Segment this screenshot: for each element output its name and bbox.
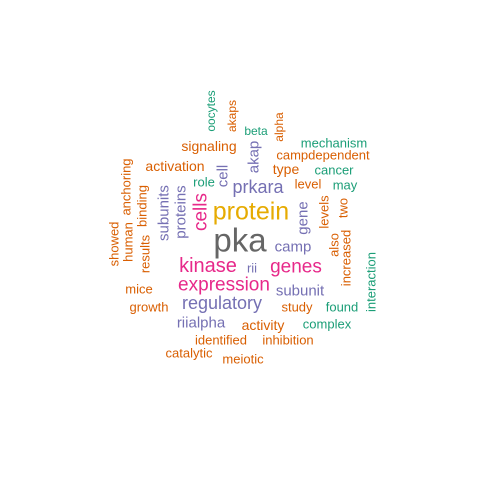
- word-interaction: interaction: [363, 252, 379, 312]
- word-mice: mice: [125, 281, 153, 297]
- word-anchoring: anchoring: [118, 158, 134, 216]
- word-oocytes: oocytes: [204, 90, 218, 132]
- word-regulatory: regulatory: [181, 293, 263, 313]
- word-found: found: [325, 299, 359, 315]
- word-two: two: [335, 197, 351, 219]
- word-beta: beta: [244, 124, 268, 138]
- word-complex: complex: [302, 316, 352, 332]
- word-pka: pka: [213, 221, 267, 259]
- word-catalytic: catalytic: [165, 345, 213, 361]
- word-results: results: [137, 234, 153, 274]
- word-level: level: [294, 176, 322, 192]
- word-subunit: subunit: [275, 282, 325, 300]
- word-cells: cells: [190, 192, 212, 232]
- word-identified: identified: [194, 332, 248, 348]
- word-subunits: subunits: [155, 185, 173, 241]
- word-levels: levels: [316, 195, 332, 229]
- word-prkara: prkara: [232, 177, 284, 197]
- word-cell: cell: [214, 164, 232, 188]
- word-proteins: proteins: [172, 185, 190, 239]
- word-akaps: akaps: [225, 99, 239, 133]
- word-genes: genes: [270, 256, 322, 278]
- word-kinase: kinase: [179, 255, 237, 277]
- word-inhibition: inhibition: [262, 332, 314, 348]
- word-campdependent: campdependent: [276, 147, 370, 163]
- word-increased: increased: [338, 229, 354, 287]
- word-akap: akap: [245, 140, 263, 174]
- word-signaling: signaling: [181, 138, 237, 154]
- word-activation: activation: [145, 158, 205, 174]
- word-activity: activity: [241, 317, 285, 333]
- word-camp: camp: [274, 238, 312, 256]
- word-rii: rii: [246, 260, 258, 276]
- word-riialpha: riialpha: [176, 314, 226, 332]
- word-expression: expression: [178, 274, 270, 296]
- word-mechanism: mechanism: [300, 135, 368, 151]
- word-protein: protein: [212, 197, 290, 226]
- word-gene: gene: [294, 201, 312, 235]
- word-meiotic: meiotic: [222, 351, 264, 367]
- word-may: may: [332, 177, 358, 193]
- word-role: role: [193, 174, 215, 190]
- word-growth: growth: [129, 299, 169, 315]
- word-alpha: alpha: [272, 112, 286, 142]
- word-showed: showed: [106, 221, 122, 267]
- word-study: study: [281, 299, 313, 315]
- word-cancer: cancer: [314, 162, 354, 178]
- word-type: type: [272, 161, 300, 177]
- word-binding: binding: [134, 185, 150, 227]
- word-human: human: [120, 222, 136, 262]
